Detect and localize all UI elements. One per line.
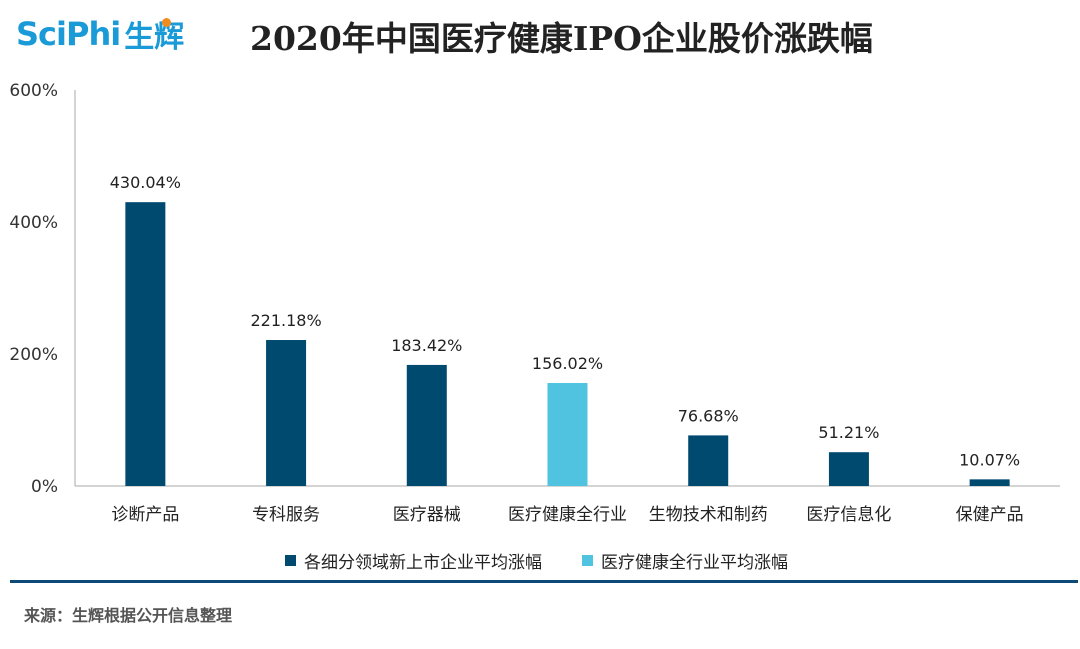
x-tick-label: 保健产品 [956,505,1024,525]
y-tick-label: 0% [31,477,58,497]
data-label: 156.02% [532,354,603,373]
chart-title: 2020年中国医疗健康IPO企业股价涨跌幅 [250,19,873,58]
x-tick-label: 医疗健康全行业 [508,505,627,525]
source-note: 来源：生辉根据公开信息整理 [24,606,233,625]
legend-item-industry: 医疗健康全行业平均涨幅 [582,548,788,573]
legend-item-segments: 各细分领域新上市企业平均涨幅 [285,548,542,573]
header: SciPhi 生辉 2020年中国医疗健康IPO企业股价涨跌幅 [0,0,1080,72]
bar [828,452,869,486]
y-tick-label: 400% [9,213,58,233]
bar-chart: 0% 200% 400% 600% 430.04% 诊断产品 221.18% 专科服务 183… [9,81,1060,525]
x-tick-label: 诊断产品 [111,505,179,525]
data-label: 51.21% [818,423,879,442]
data-label: 10.07% [959,450,1020,469]
bar [266,340,307,486]
bar [547,383,588,486]
y-tick-label: 600% [9,81,58,101]
legend-label-segments: 各细分领域新上市企业平均涨幅 [304,553,542,573]
y-tick-label: 200% [9,345,58,365]
bar [125,202,166,487]
x-tick-label: 医疗信息化 [806,505,891,525]
bar [688,435,729,486]
footer-divider [10,580,1078,583]
data-label: 430.04% [110,173,181,192]
logo-wordmark: SciPhi [16,15,121,53]
x-tick-label: 医疗器械 [393,505,461,525]
logo-dot-icon [162,18,171,27]
data-label: 76.68% [678,406,739,425]
bar [969,479,1010,486]
chart-legend: 各细分领域新上市企业平均涨幅 医疗健康全行业平均涨幅 [285,548,788,573]
data-label: 221.18% [250,311,321,330]
bar [406,364,447,486]
legend-label-industry: 医疗健康全行业平均涨幅 [601,553,788,573]
sciphi-logo: SciPhi 生辉 [16,14,185,55]
logo-chinese: 生辉 [124,20,185,55]
x-tick-label: 生物技术和制药 [649,505,768,525]
legend-swatch-light [582,555,593,566]
x-tick-label: 专科服务 [252,505,320,525]
data-label: 183.42% [391,336,462,355]
legend-swatch-dark [285,555,296,566]
